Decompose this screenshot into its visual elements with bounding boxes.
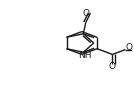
Text: O: O <box>82 9 89 18</box>
Text: O: O <box>109 62 116 71</box>
Text: O: O <box>126 43 133 52</box>
Text: NH: NH <box>78 51 92 60</box>
